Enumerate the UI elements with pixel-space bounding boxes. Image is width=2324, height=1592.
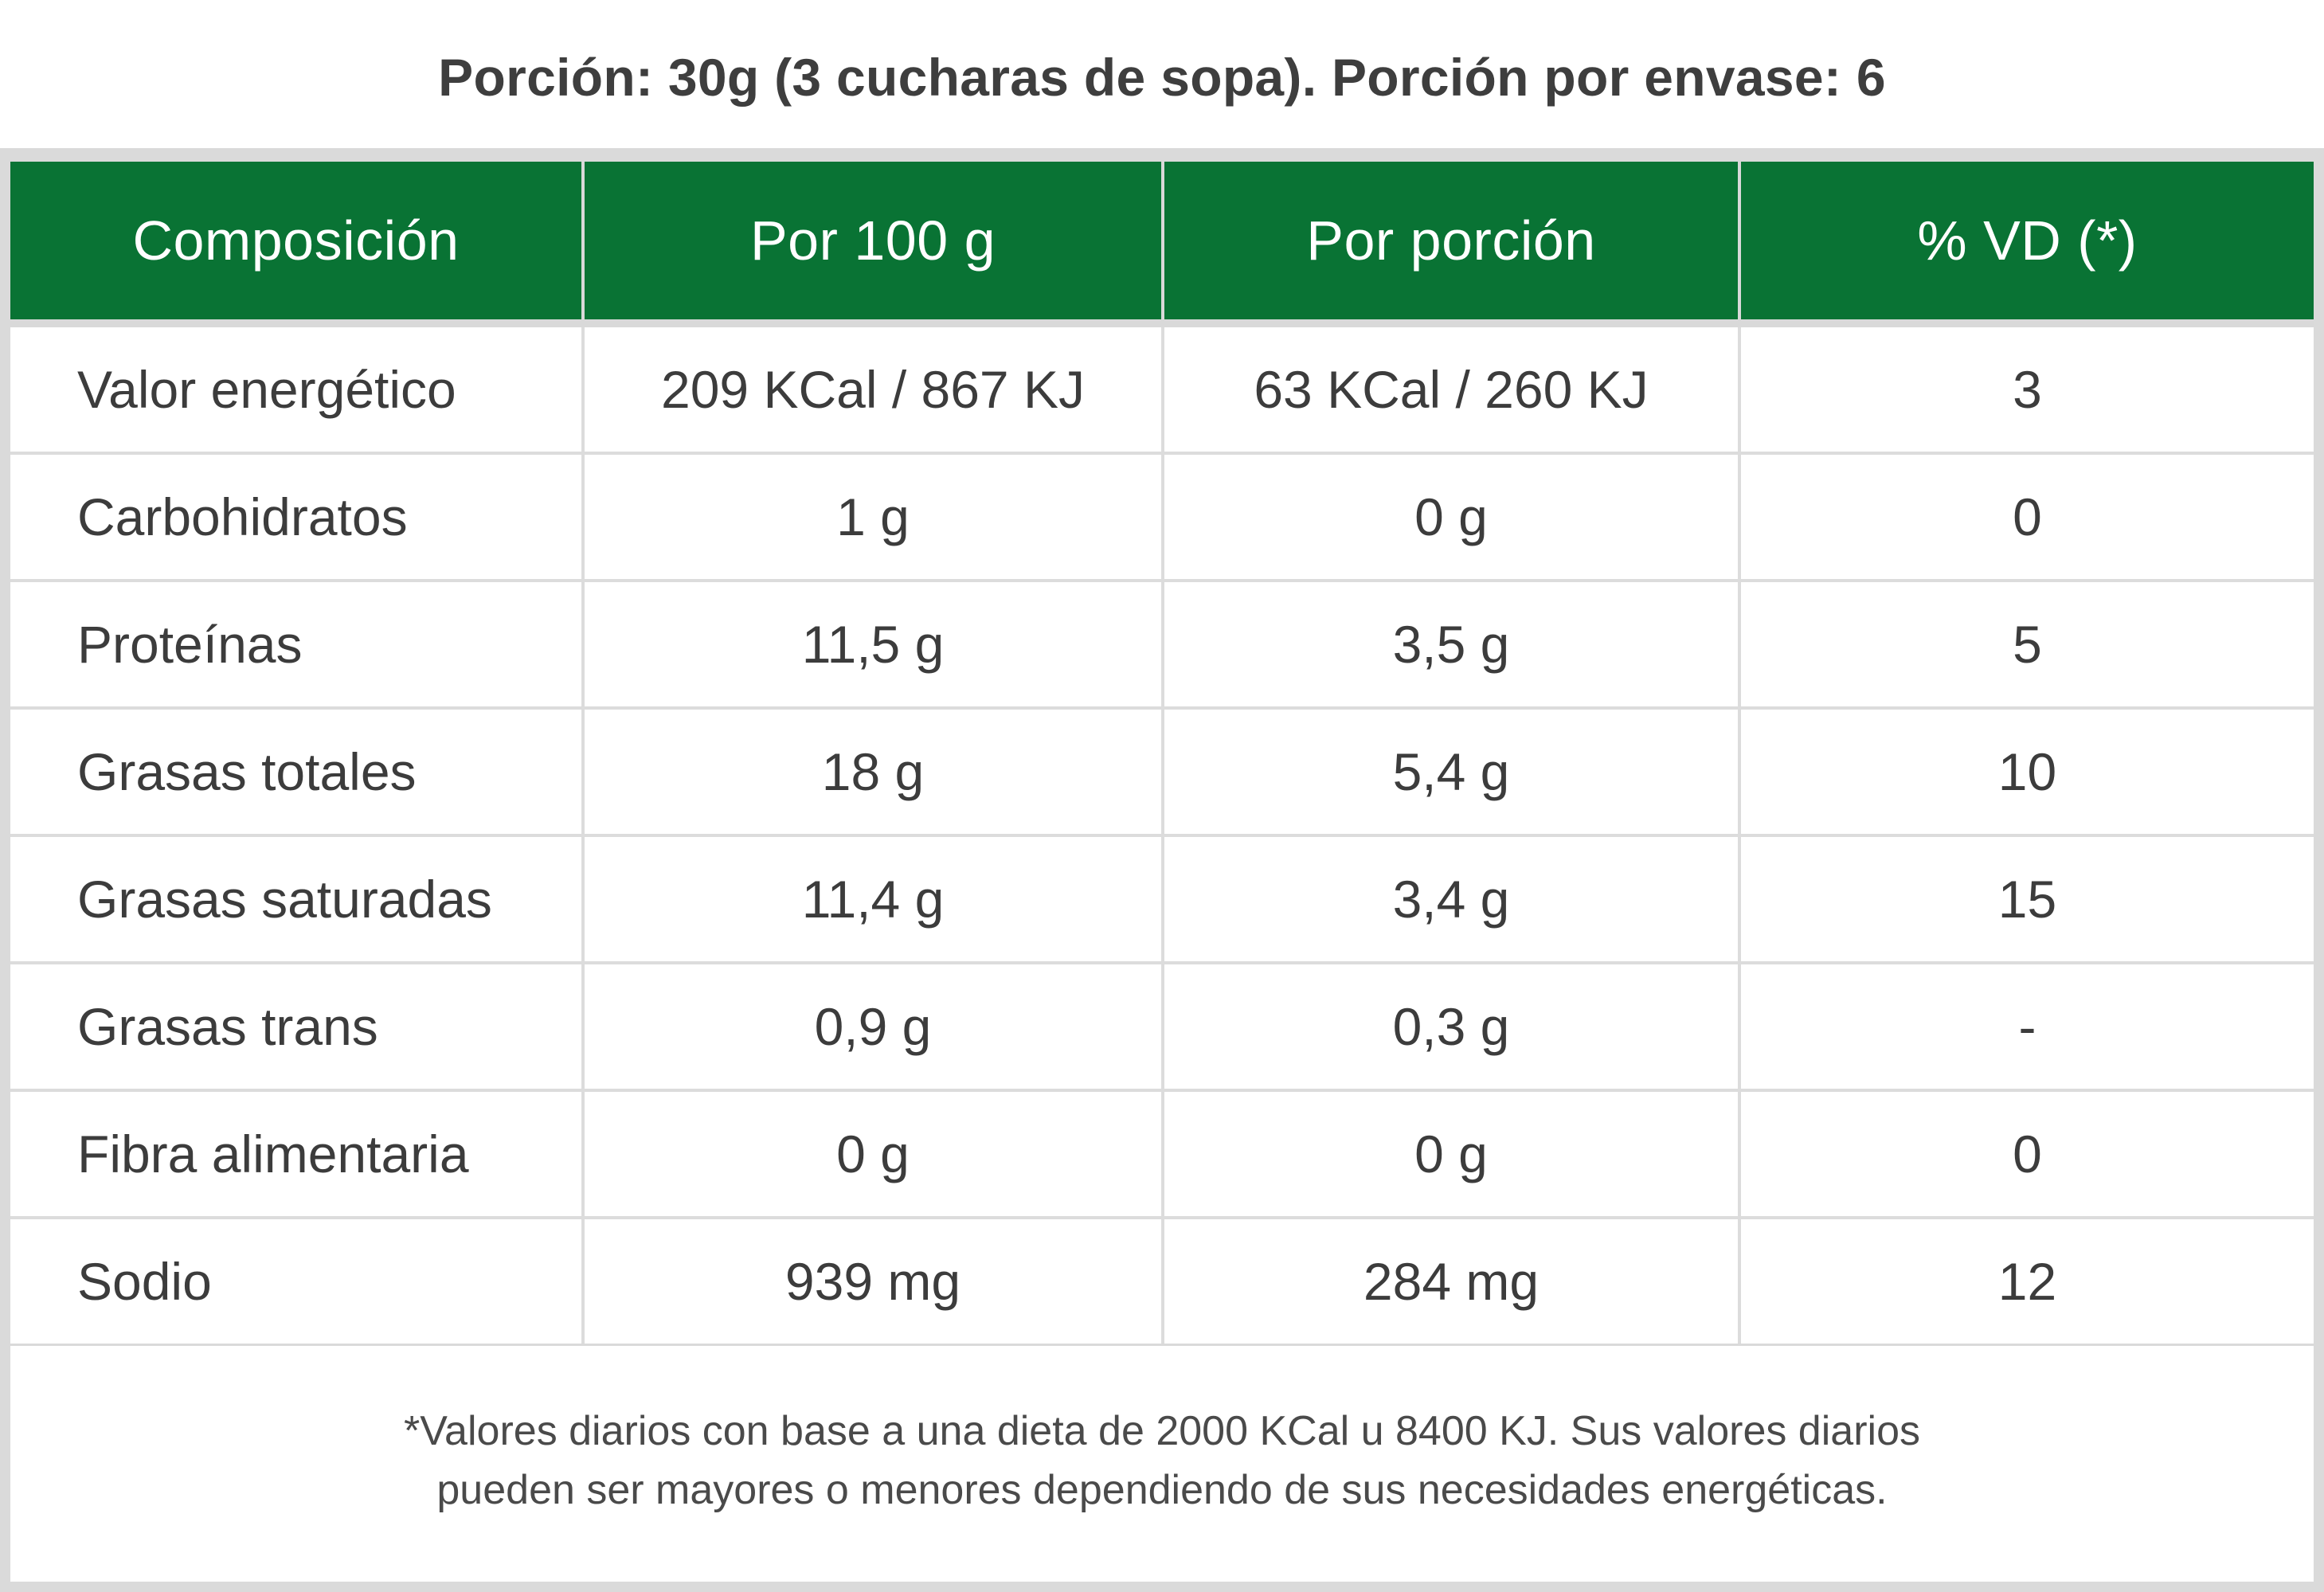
table-row: Sodio 939 mg 284 mg 12 <box>10 1218 2314 1344</box>
footnote-line-2: pueden ser mayores o menores dependiendo… <box>436 1467 1888 1513</box>
value-daily-percent: 0 <box>1739 1090 2314 1219</box>
nutrient-name: Sodio <box>10 1218 585 1344</box>
value-per-serving: 63 KCal / 260 KJ <box>1163 323 1741 455</box>
value-per-serving: 0,3 g <box>1163 963 1741 1092</box>
value-per-100g: 1 g <box>583 453 1164 582</box>
value-per-100g: 18 g <box>583 708 1164 837</box>
value-per-serving: 3,4 g <box>1163 835 1741 964</box>
header-vd: % VD (*) <box>1739 162 2314 327</box>
table-header-row: Composición Por 100 g Por porción % VD (… <box>10 162 2314 327</box>
nutrition-table-frame: Composición Por 100 g Por porción % VD (… <box>0 148 2324 1592</box>
value-per-serving: 0 g <box>1163 453 1741 582</box>
value-daily-percent: 15 <box>1739 835 2314 964</box>
value-per-serving: 5,4 g <box>1163 708 1741 837</box>
table-row: Grasas saturadas 11,4 g 3,4 g 15 <box>10 835 2314 964</box>
nutrient-name: Carbohidratos <box>10 453 585 582</box>
value-daily-percent: 12 <box>1997 1252 2057 1311</box>
value-per-100g: 11,4 g <box>583 835 1164 964</box>
value-per-serving: 284 mg <box>1163 1218 1741 1344</box>
value-per-100g: 0,9 g <box>583 963 1164 1092</box>
table-row: Fibra alimentaria 0 g 0 g 0 <box>10 1090 2314 1219</box>
table-row: Proteínas 11,5 g 3,5 g 5 <box>10 581 2314 710</box>
header-por-porcion: Por porción <box>1163 162 1741 327</box>
value-daily-percent: 3 <box>1739 323 2314 455</box>
nutrient-name: Proteínas <box>10 581 585 710</box>
nutrient-name: Grasas totales <box>10 708 585 837</box>
table-row: Grasas trans 0,9 g 0,3 g - <box>10 963 2314 1092</box>
footnote-line-1: *Valores diarios con base a una dieta de… <box>404 1408 1920 1454</box>
serving-size-title: Porción: 30g (3 cucharas de sopa). Porci… <box>438 48 1886 107</box>
nutrient-name: Grasas saturadas <box>10 835 585 964</box>
value-per-serving: 0 g <box>1163 1090 1741 1219</box>
nutrient-name: Valor energético <box>10 323 585 455</box>
footnote-box: *Valores diarios con base a una dieta de… <box>10 1346 2314 1582</box>
daily-values-footnote: *Valores diarios con base a una dieta de… <box>10 1402 2314 1520</box>
nutrient-name: Grasas trans <box>10 963 585 1092</box>
value-daily-percent: 0 <box>1739 453 2314 582</box>
table-row: Grasas totales 18 g 5,4 g 10 <box>10 708 2314 837</box>
nutrition-facts-table: Composición Por 100 g Por porción % VD (… <box>10 162 2314 1344</box>
value-daily-percent: - <box>1739 963 2314 1092</box>
value-per-serving: 3,5 g <box>1163 581 1741 710</box>
value-per-100g: 209 KCal / 867 KJ <box>583 323 1164 455</box>
value-per-100g: 0 g <box>583 1090 1164 1219</box>
value-per-100g: 939 mg <box>583 1218 1164 1344</box>
value-per-100g: 11,5 g <box>583 581 1164 710</box>
nutrient-name: Fibra alimentaria <box>10 1090 585 1219</box>
value-daily-percent: 5 <box>1739 581 2314 710</box>
table-row: Valor energético 209 KCal / 867 KJ 63 KC… <box>10 323 2314 455</box>
header-por-100g: Por 100 g <box>583 162 1164 327</box>
header-composicion: Composición <box>10 162 585 327</box>
value-daily-percent: 10 <box>1739 708 2314 837</box>
table-row: Carbohidratos 1 g 0 g 0 <box>10 453 2314 582</box>
